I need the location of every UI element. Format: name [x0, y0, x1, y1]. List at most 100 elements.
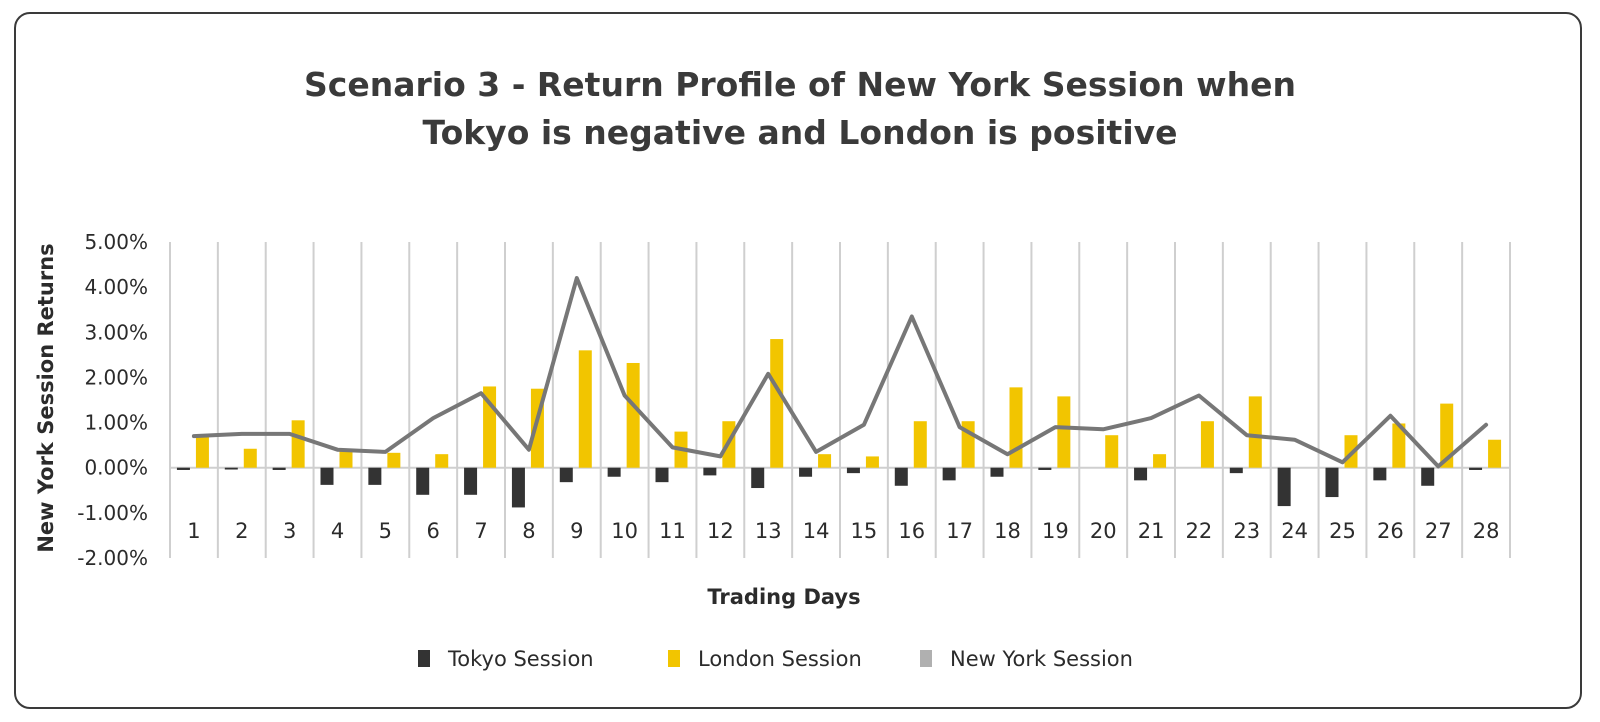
grid-lines: [169, 242, 1511, 558]
legend-label-1: London Session: [698, 647, 862, 671]
tokyo-bar-12: [703, 467, 717, 476]
x-category-27: 27: [1425, 519, 1452, 543]
x-category-2: 2: [235, 519, 248, 543]
tokyo-bar-21: [1134, 467, 1148, 481]
tokyo-bar-15: [846, 467, 860, 474]
y-tick-label: 2.00%: [84, 365, 148, 389]
x-category-6: 6: [427, 519, 440, 543]
x-category-22: 22: [1186, 519, 1213, 543]
x-category-24: 24: [1281, 519, 1308, 543]
london-bar-23: [1248, 396, 1262, 468]
y-tick-label: 1.00%: [84, 411, 148, 435]
x-category-4: 4: [331, 519, 344, 543]
tokyo-bar-6: [416, 467, 430, 495]
tokyo-bar-4: [320, 467, 334, 485]
y-tick-label: -1.00%: [77, 501, 148, 525]
ny-line: [191, 276, 1489, 469]
london-bar-15: [865, 456, 879, 468]
x-category-5: 5: [379, 519, 392, 543]
legend-swatch-1: [668, 650, 680, 667]
london-bar-28: [1488, 439, 1502, 468]
tokyo-bar-24: [1277, 467, 1291, 507]
tokyo-bar-5: [368, 467, 382, 485]
legend-label-2: New York Session: [950, 647, 1133, 671]
y-tick-label: 3.00%: [84, 320, 148, 344]
tokyo-bar-25: [1325, 467, 1339, 498]
london-bar-4: [339, 450, 353, 468]
tokyo-bar-2: [224, 467, 238, 470]
tokyo-bar-7: [464, 467, 478, 495]
bars: [176, 339, 1502, 508]
london-bar-20: [1105, 435, 1119, 468]
y-tick-label: 4.00%: [84, 275, 148, 299]
tokyo-bar-8: [511, 467, 525, 508]
tokyo-bar-16: [894, 467, 908, 486]
london-bar-19: [1057, 396, 1071, 468]
london-bar-3: [291, 420, 305, 468]
x-category-12: 12: [707, 519, 734, 543]
tokyo-bar-27: [1421, 467, 1435, 486]
london-bar-22: [1200, 421, 1214, 468]
chart-card: [14, 12, 1582, 709]
london-bar-26: [1392, 423, 1406, 468]
x-axis-title: Trading Days: [707, 585, 860, 609]
london-bar-27: [1440, 403, 1454, 468]
tokyo-bar-17: [942, 467, 956, 481]
legend-swatch-2: [920, 650, 932, 667]
x-category-3: 3: [283, 519, 296, 543]
x-axis-categories: 1 2 3 4 5 6 7 8 9 10 11 12 13 14 15 16 17 18 19 20 21 22 23 24 2…: [187, 519, 1499, 543]
x-category-8: 8: [522, 519, 535, 543]
x-category-1: 1: [187, 519, 200, 543]
legend-swatch-0: [418, 650, 430, 667]
x-category-21: 21: [1138, 519, 1165, 543]
london-bar-5: [387, 452, 401, 468]
chart-title-line-2: Tokyo is negative and London is positive: [422, 113, 1177, 152]
tokyo-bar-23: [1229, 467, 1243, 474]
tokyo-bar-1: [176, 467, 190, 470]
tokyo-bar-28: [1469, 467, 1483, 470]
legend: Tokyo Session London Session New York Sess…: [418, 647, 1133, 671]
tokyo-bar-19: [1038, 467, 1052, 470]
london-bar-14: [818, 454, 832, 468]
x-category-15: 15: [851, 519, 878, 543]
x-category-7: 7: [474, 519, 487, 543]
chart-title-line-1: Scenario 3 - Return Profile of New York …: [304, 65, 1296, 104]
london-bar-10: [626, 362, 640, 468]
x-category-10: 10: [611, 519, 638, 543]
x-category-17: 17: [946, 519, 973, 543]
london-bar-13: [770, 339, 784, 468]
new-york-session-line: [191, 276, 1489, 469]
tokyo-bar-14: [799, 467, 813, 477]
x-category-26: 26: [1377, 519, 1404, 543]
x-category-25: 25: [1329, 519, 1356, 543]
tokyo-bar-13: [751, 467, 765, 489]
x-category-16: 16: [898, 519, 925, 543]
x-category-28: 28: [1473, 519, 1500, 543]
london-bar-9: [578, 350, 592, 468]
tokyo-bar-11: [655, 467, 669, 483]
x-category-20: 20: [1090, 519, 1117, 543]
y-axis-ticks: 5.00% 4.00% 3.00% 2.00% 1.00% 0.00% -1.00% -2.0…: [77, 230, 148, 570]
london-bar-1: [195, 436, 209, 468]
x-category-14: 14: [803, 519, 830, 543]
x-category-13: 13: [755, 519, 782, 543]
tokyo-bar-9: [559, 467, 573, 483]
london-bar-18: [1009, 387, 1023, 468]
x-category-11: 11: [659, 519, 686, 543]
y-tick-label: -2.00%: [77, 546, 148, 570]
london-bar-16: [913, 421, 927, 468]
tokyo-bar-18: [990, 467, 1004, 477]
x-category-18: 18: [994, 519, 1021, 543]
x-category-23: 23: [1233, 519, 1260, 543]
london-bar-2: [243, 448, 257, 468]
tokyo-bar-10: [607, 467, 621, 477]
london-bar-21: [1153, 454, 1167, 468]
y-tick-label: 5.00%: [84, 230, 148, 254]
tokyo-bar-3: [272, 467, 286, 470]
x-category-19: 19: [1042, 519, 1069, 543]
y-axis-title: New York Session Returns: [34, 243, 58, 552]
y-tick-label: 0.00%: [84, 456, 148, 480]
london-bar-6: [435, 454, 449, 468]
legend-label-0: Tokyo Session: [447, 647, 594, 671]
